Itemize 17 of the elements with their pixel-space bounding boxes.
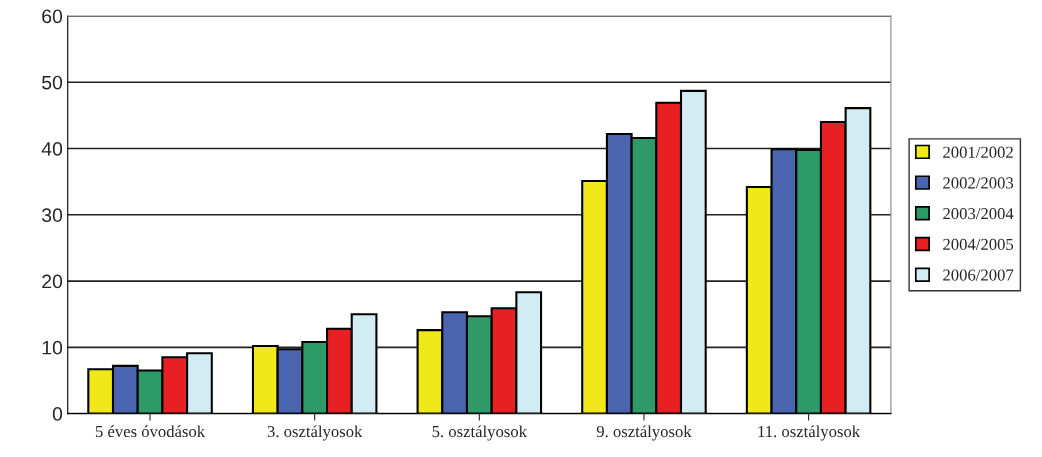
legend-label: 2004/2005 bbox=[943, 238, 1014, 250]
x-tick-label: 11. osztályosok bbox=[758, 425, 861, 441]
y-tick-label: 50 bbox=[42, 75, 63, 90]
x-tick-label: 3. osztályosok bbox=[267, 425, 363, 441]
legend-label: 2006/2007 bbox=[943, 269, 1014, 281]
y-tick-label: 10 bbox=[42, 340, 63, 355]
y-tick-label: 0 bbox=[52, 407, 63, 421]
y-tick-label: 60 bbox=[42, 9, 63, 24]
x-tick-label: 5. osztályosok bbox=[432, 425, 527, 441]
y-tick-label: 30 bbox=[41, 208, 63, 223]
x-tick-label: 9. osztályosok bbox=[596, 425, 692, 441]
legend-label: 2001/2002 bbox=[943, 146, 1013, 158]
legend-label: 2002/2003 bbox=[943, 177, 1014, 189]
y-tick-label: 40 bbox=[41, 141, 63, 156]
legend-label: 2003/2004 bbox=[943, 208, 1014, 220]
y-tick-label: 20 bbox=[42, 274, 63, 289]
x-tick-label: 5 éves óvodások bbox=[95, 425, 206, 438]
